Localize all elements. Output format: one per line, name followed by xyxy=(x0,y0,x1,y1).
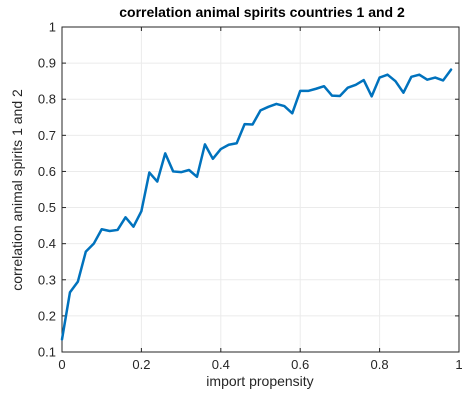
chart-title: correlation animal spirits countries 1 a… xyxy=(119,4,405,20)
grid xyxy=(61,26,460,353)
series-line xyxy=(60,68,453,341)
y-tick-label: 0.9 xyxy=(38,56,56,71)
x-axis-ticks: 0 0.2 0.4 0.6 0.8 1 xyxy=(58,27,462,372)
y-tick-label: 1 xyxy=(49,20,56,35)
y-tick-label: 0.3 xyxy=(38,272,56,287)
y-tick-label: 0.8 xyxy=(38,92,56,107)
x-tick-label: 0.6 xyxy=(291,357,309,372)
x-tick-label: 0 xyxy=(58,357,65,372)
x-axis-label: import propensity xyxy=(206,373,313,389)
y-tick-label: 0.2 xyxy=(38,308,56,323)
x-tick-label: 0.4 xyxy=(212,357,230,372)
y-tick-label: 0.4 xyxy=(38,236,56,251)
y-tick-label: 0.6 xyxy=(38,164,56,179)
y-axis-label: correlation animal spirits 1 and 2 xyxy=(9,89,25,291)
y-tick-label: 0.1 xyxy=(38,345,56,360)
x-tick-label: 1 xyxy=(455,357,462,372)
plot-area xyxy=(61,26,460,353)
x-tick-label: 0.8 xyxy=(371,357,389,372)
y-tick-label: 0.7 xyxy=(38,128,56,143)
x-tick-label: 0.2 xyxy=(132,357,150,372)
y-tick-label: 0.5 xyxy=(38,200,56,215)
y-axis-ticks: 0.1 0.2 0.3 0.4 0.5 0.6 0.7 0.8 0.9 1 xyxy=(38,20,459,360)
